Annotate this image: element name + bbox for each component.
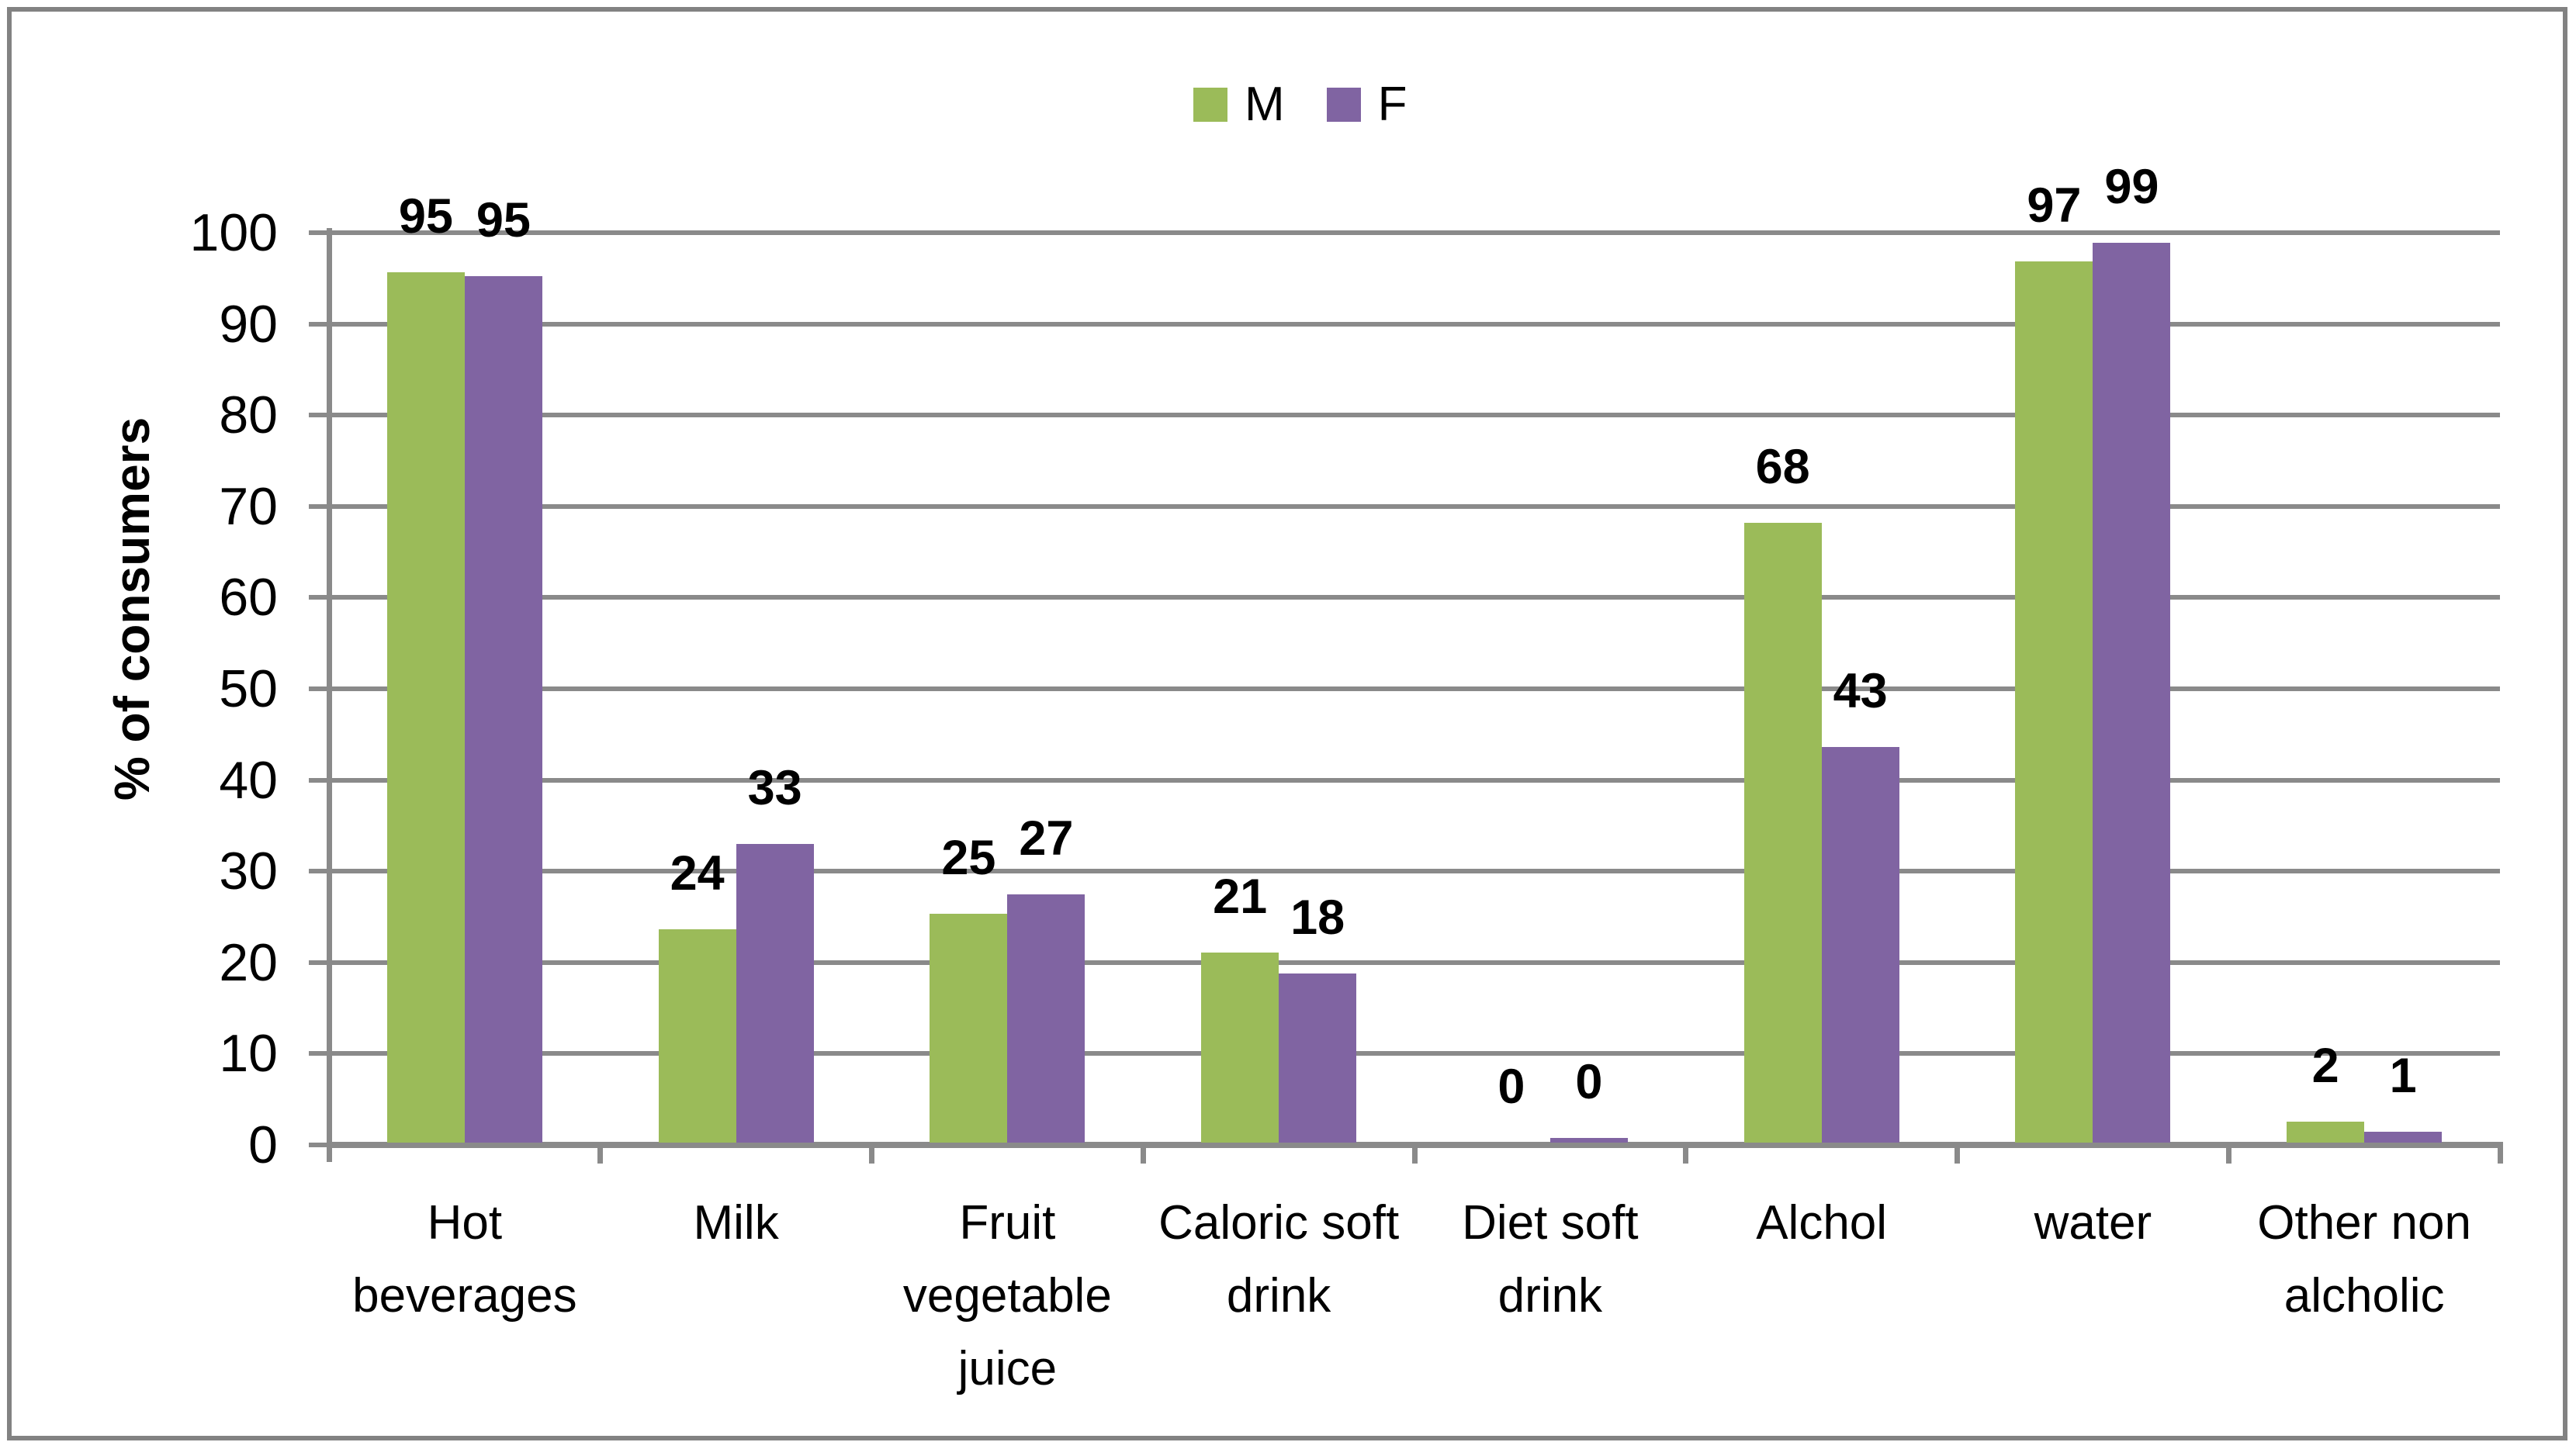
bar-m-other-non-alcholic	[2287, 1121, 2365, 1143]
y-tick-label-0: 0	[248, 1115, 278, 1174]
gridline-20	[329, 960, 2500, 965]
y-axis-tick-40	[309, 777, 329, 783]
y-axis-tick-0	[309, 1143, 329, 1147]
data-label-m-milk: 24	[670, 846, 725, 901]
bar-m-milk	[658, 929, 736, 1143]
data-label-m-caloric-soft-drink: 21	[1213, 870, 1268, 925]
y-tick-label-100: 100	[189, 203, 278, 262]
y-axis-tick-30	[309, 869, 329, 874]
category-label-water: water	[2034, 1196, 2152, 1250]
data-label-m-water: 97	[2027, 178, 2082, 233]
y-axis-tick-50	[309, 686, 329, 691]
x-axis-tick-8	[2497, 1146, 2503, 1164]
category-label-fruit-vegetable-juice: Fruit vegetable juice	[902, 1196, 1112, 1395]
data-label-f-alchol: 43	[1833, 663, 1888, 718]
bar-m-hot-beverages	[386, 272, 465, 1143]
y-tick-label-60: 60	[219, 568, 278, 628]
data-label-m-diet-soft-drink: 0	[1497, 1060, 1525, 1114]
x-axis-tick-3	[1140, 1146, 1146, 1164]
gridline-40	[329, 777, 2500, 783]
legend-item-f: F	[1326, 78, 1407, 131]
y-tick-label-40: 40	[219, 750, 278, 810]
y-tick-label-50: 50	[219, 659, 278, 718]
gridline-80	[329, 413, 2500, 418]
x-axis-tick-4	[1411, 1146, 1418, 1164]
category-label-caloric-soft-drink: Caloric soft drink	[1158, 1196, 1400, 1323]
bar-f-alchol	[1821, 746, 1899, 1143]
x-axis-tick-2	[869, 1146, 874, 1164]
y-tick-label-70: 70	[219, 476, 278, 536]
bar-f-milk	[736, 844, 814, 1143]
data-label-f-milk: 33	[747, 761, 802, 816]
data-label-f-water: 99	[2104, 160, 2159, 215]
y-axis-tick-20	[309, 960, 329, 965]
bar-m-water	[2015, 261, 2093, 1143]
bar-f-other-non-alcholic	[2364, 1131, 2443, 1143]
y-tick-label-10: 10	[219, 1024, 278, 1084]
legend-label-f: F	[1377, 78, 1407, 131]
gridline-100	[329, 230, 2500, 235]
category-label-milk: Milk	[693, 1196, 779, 1250]
data-label-m-fruit-vegetable-juice: 25	[941, 830, 996, 885]
data-label-m-alchol: 68	[1755, 440, 1810, 495]
gridline-70	[329, 503, 2500, 509]
y-axis-tick-80	[309, 413, 329, 418]
y-axis-tick-70	[309, 503, 329, 509]
y-axis-line	[327, 228, 332, 1162]
legend-label-m: M	[1245, 78, 1285, 131]
y-axis-tick-90	[309, 321, 329, 327]
data-label-f-diet-soft-drink: 0	[1575, 1055, 1603, 1110]
x-axis-tick-6	[1955, 1146, 1960, 1164]
x-axis-tick-7	[2225, 1146, 2231, 1164]
y-axis-tick-60	[309, 595, 329, 600]
category-label-hot-beverages: Hot beverages	[352, 1196, 577, 1323]
x-axis-tick-5	[1683, 1146, 1689, 1164]
data-label-f-fruit-vegetable-juice: 27	[1019, 811, 1074, 866]
bar-f-fruit-vegetable-juice	[1007, 894, 1085, 1143]
y-tick-label-90: 90	[219, 294, 278, 354]
gridline-90	[329, 321, 2500, 327]
y-tick-label-30: 30	[219, 842, 278, 901]
bar-f-diet-soft-drink	[1549, 1138, 1628, 1143]
y-axis-tick-100	[309, 230, 329, 235]
x-axis-tick-1	[597, 1146, 604, 1164]
data-label-f-caloric-soft-drink: 18	[1290, 890, 1345, 946]
y-axis-tick-10	[309, 1051, 329, 1056]
bar-f-hot-beverages	[464, 275, 542, 1143]
gridline-60	[329, 595, 2500, 600]
x-axis-line	[327, 1142, 2503, 1148]
data-label-m-hot-beverages: 95	[398, 189, 453, 244]
legend-swatch-m-icon	[1193, 88, 1227, 122]
bar-m-alchol	[1743, 523, 1822, 1143]
gridline-10	[329, 1051, 2500, 1056]
legend: M F	[1193, 81, 1407, 129]
y-tick-label-80: 80	[219, 386, 278, 445]
gridline-50	[329, 686, 2500, 691]
bar-f-water	[2093, 243, 2171, 1143]
legend-swatch-f-icon	[1326, 88, 1361, 122]
category-label-alchol: Alchol	[1756, 1196, 1888, 1250]
data-label-f-other-non-alcholic: 1	[2389, 1048, 2417, 1103]
gridline-30	[329, 869, 2500, 874]
legend-item-m: M	[1193, 81, 1285, 129]
data-label-m-other-non-alcholic: 2	[2311, 1038, 2339, 1093]
y-tick-label-20: 20	[219, 932, 278, 992]
category-label-diet-soft-drink: Diet soft drink	[1462, 1196, 1639, 1323]
bar-m-caloric-soft-drink	[1201, 953, 1279, 1143]
bar-m-fruit-vegetable-juice	[930, 913, 1008, 1143]
bar-f-caloric-soft-drink	[1279, 973, 1357, 1143]
chart-frame	[7, 7, 2567, 1440]
data-label-f-hot-beverages: 95	[476, 192, 531, 247]
category-label-other-non-alcholic: Other non alcholic	[2257, 1196, 2471, 1323]
